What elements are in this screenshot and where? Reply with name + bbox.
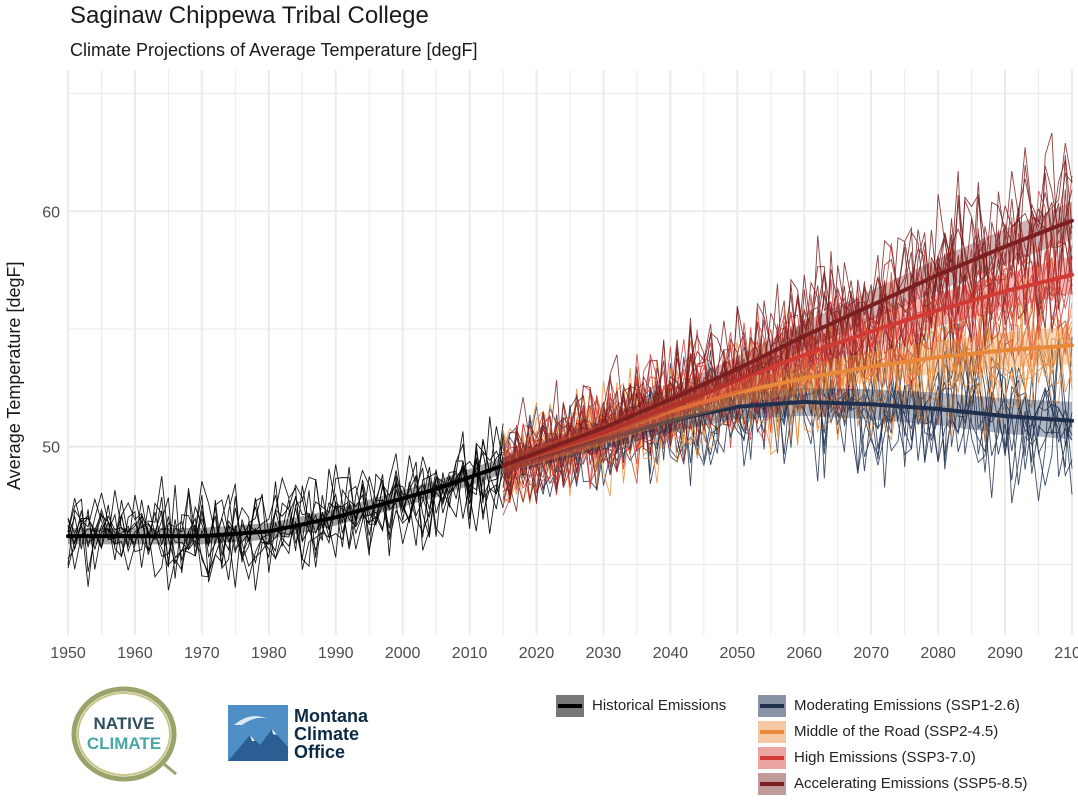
x-tick-label: 2040	[653, 645, 689, 662]
legend-key-ssp245	[758, 721, 786, 743]
temperature-chart: 1950 1960 1970 1980 1990 2000 2010 2020 2030 2040…	[42, 70, 1078, 662]
x-tick-label: 1980	[251, 645, 287, 662]
x-tick-label: 1950	[50, 645, 86, 662]
trend-line-1	[501, 399, 1074, 468]
trend-band-2	[503, 326, 1073, 474]
trend-line-4	[501, 218, 1074, 468]
mco-mountain-icon	[228, 705, 288, 761]
ensemble-member-3	[502, 190, 1073, 484]
legend-label-ssp126: Moderating Emissions (SSP1-2.6)	[794, 697, 1020, 714]
legend-key-historical	[556, 695, 584, 717]
legend-key-ssp126	[758, 695, 786, 717]
legend-label-historical: Historical Emissions	[592, 697, 727, 714]
ensemble-member-historical	[67, 439, 504, 588]
trend-line-3	[501, 272, 1074, 468]
x-tick-label: 1960	[117, 645, 153, 662]
native-logo-line1: NATIVE	[93, 714, 155, 733]
trend-line-0	[66, 463, 506, 539]
chart-title: Saginaw Chippewa Tribal College	[70, 2, 429, 29]
x-tick-label: 2010	[452, 645, 488, 662]
x-tick-label: 2020	[519, 645, 555, 662]
mco-line1: Montana	[294, 706, 368, 726]
x-tick-label: 2000	[385, 645, 421, 662]
ensemble-member-historical	[67, 431, 504, 573]
legend-label-ssp370: High Emissions (SSP3-7.0)	[794, 749, 976, 766]
x-tick-label: 2070	[853, 645, 889, 662]
legend-label-ssp585: Accelerating Emissions (SSP5-8.5)	[794, 775, 1028, 792]
y-tick-label: 60	[42, 204, 60, 221]
legend-label-ssp245: Middle of the Road (SSP2-4.5)	[794, 723, 999, 740]
native-climate-logo: NATIVE CLIMATE	[68, 684, 180, 784]
ensemble-member-historical	[67, 458, 504, 578]
x-tick-label: 2100	[1054, 645, 1078, 662]
x-tick-label: 2030	[586, 645, 622, 662]
ensemble-member-2	[502, 263, 1073, 503]
x-tick-label: 1970	[184, 645, 220, 662]
trend-band-3	[503, 256, 1073, 474]
x-tick-label: 2090	[987, 645, 1023, 662]
x-tick-label: 2050	[720, 645, 756, 662]
mco-line2: Climate	[294, 724, 360, 744]
trend-band-4	[503, 201, 1073, 474]
native-logo-line2: CLIMATE	[86, 734, 162, 753]
legend-key-ssp370	[758, 747, 786, 769]
ensemble-member-3	[502, 239, 1073, 504]
chart-subtitle: Climate Projections of Average Temperatu…	[70, 40, 478, 60]
y-tick-label: 50	[42, 440, 60, 457]
x-tick-label: 2080	[920, 645, 956, 662]
trend-line-2	[501, 343, 1074, 468]
legend-key-ssp585	[758, 773, 786, 795]
x-tick-label: 2060	[786, 645, 822, 662]
ensemble-member-historical	[67, 450, 504, 578]
mco-line3: Office	[294, 742, 346, 762]
x-tick-label: 1990	[318, 645, 354, 662]
ensemble-member-historical	[67, 426, 504, 591]
ensemble-member-historical	[67, 456, 504, 581]
